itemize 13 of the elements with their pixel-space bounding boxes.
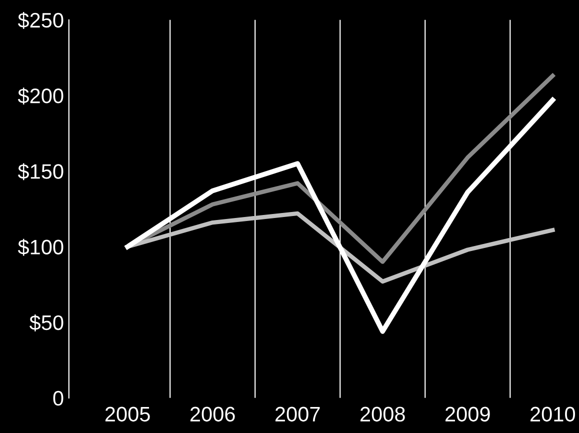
x-tick-label: 2006 [190,406,235,422]
line-series [125,211,555,284]
y-tick-label: $250 [18,12,64,29]
x-tick-label: 2008 [360,406,405,422]
x-tick-label: 2007 [275,406,320,422]
x-tick-label: 2009 [446,406,490,422]
y-tick-label: $100 [18,238,64,256]
x-tick-label: 2010 [530,406,576,422]
y-tick-label: $50 [30,314,64,332]
y-tick-label: $150 [18,163,64,180]
y-tick-label: $200 [18,88,64,105]
x-tick-label: 2005 [105,406,150,422]
y-tick-label: 0 [53,390,64,406]
